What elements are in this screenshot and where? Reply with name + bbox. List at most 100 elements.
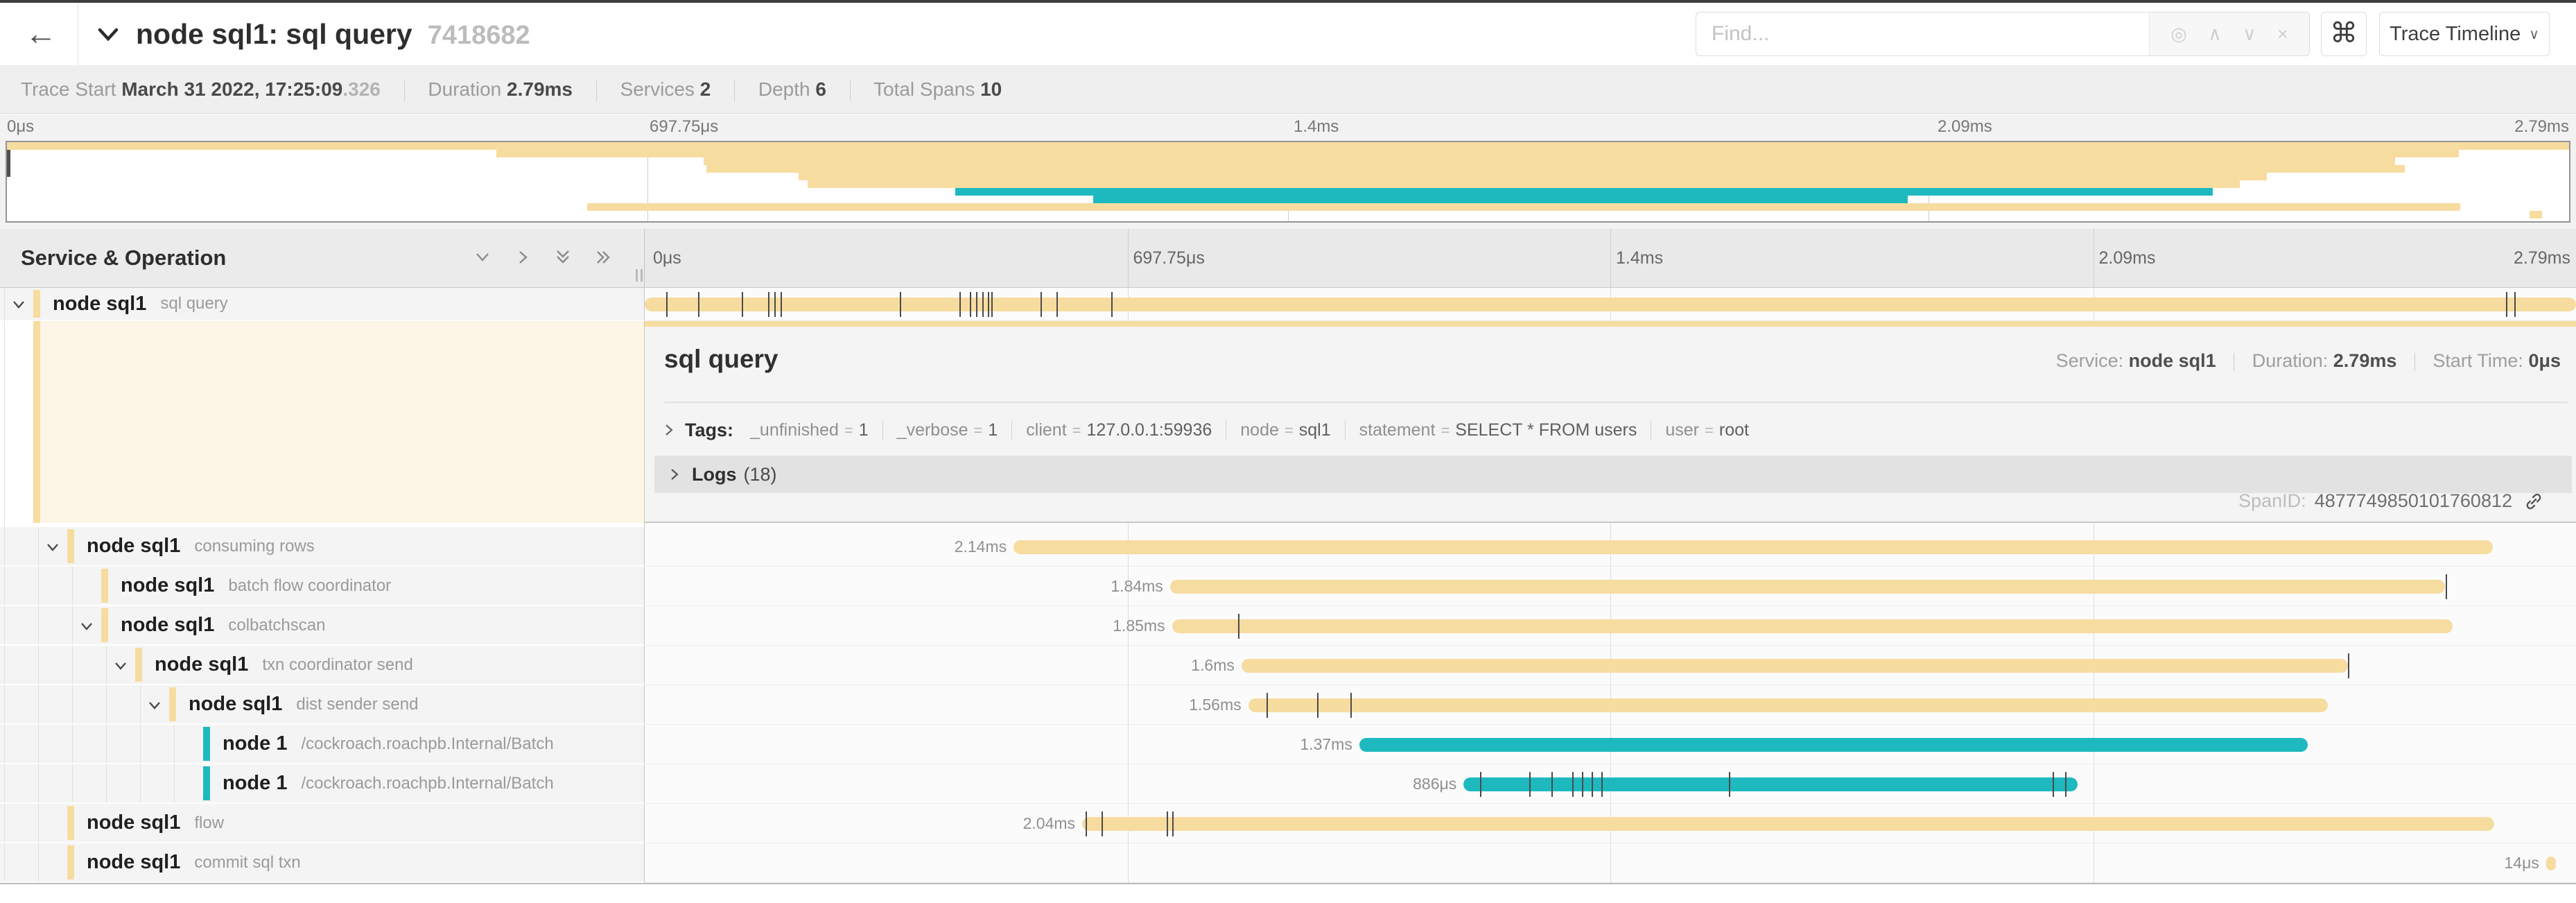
minimap-tick-label: 0μs [7, 117, 35, 136]
span-id-row: SpanID: 4877749850101760812 [2238, 490, 2544, 512]
span-name-cell[interactable]: node sql1 dist sender send [0, 685, 645, 725]
deep-link-icon[interactable] [2523, 491, 2544, 512]
span-bar[interactable] [1241, 658, 2349, 673]
span-row[interactable]: node sql1 flow 2.04ms [0, 804, 2576, 843]
span-bar-cell[interactable]: 1.84ms [645, 567, 2576, 606]
chevron-down-icon: ∨ [2529, 26, 2539, 42]
chevron-down-icon[interactable] [110, 655, 131, 676]
span-bar-cell[interactable]: 1.85ms [645, 606, 2576, 646]
span-bar[interactable] [1359, 737, 2308, 752]
span-name-cell[interactable]: node sql1 txn coordinator send [0, 646, 645, 685]
chevron-down-icon[interactable] [76, 616, 97, 637]
span-bar-cell[interactable]: 1.6ms [645, 646, 2576, 685]
locate-icon[interactable]: ◎ [2170, 23, 2187, 44]
span-row[interactable]: node sql1 batch flow coordinator 1.84ms [0, 567, 2576, 606]
span-row[interactable]: node sql1 consuming rows 2.14ms [0, 527, 2576, 567]
collapse-all-icon[interactable] [552, 247, 573, 268]
indent-guide [38, 685, 39, 723]
log-tick [2064, 771, 2066, 797]
span-row[interactable]: node sql1 txn coordinator send 1.6ms [0, 646, 2576, 685]
span-bar-cell[interactable]: 2.14ms [645, 527, 2576, 567]
back-button[interactable]: ← [25, 15, 57, 51]
collapse-trace-chevron-icon[interactable] [94, 21, 122, 49]
trace-view-selector[interactable]: Trace Timeline ∨ [2379, 12, 2550, 56]
span-bar[interactable] [2545, 856, 2556, 870]
log-tick [774, 292, 776, 317]
tag-separator [1344, 420, 1346, 440]
chevron-down-icon[interactable] [42, 537, 63, 558]
span-name-cell[interactable]: node sql1 commit sql txn [0, 843, 645, 883]
span-row[interactable]: node sql1 commit sql txn 14μs [0, 843, 2576, 883]
minimap-span-bar [587, 203, 2460, 211]
span-bar[interactable] [1172, 619, 2453, 633]
span-name-text: node sql1 txn coordinator send [155, 646, 413, 684]
tag-separator [882, 420, 883, 440]
span-row[interactable]: node sql1 colbatchscan 1.85ms [0, 606, 2576, 646]
span-bar[interactable] [1248, 698, 2328, 712]
span-detail-panel: sql query Service: node sql1 Duration: 2… [645, 321, 2576, 527]
find-prev-icon[interactable]: ∧ [2208, 23, 2222, 44]
services-value: 2 [699, 78, 711, 100]
span-name-cell[interactable]: node sql1 sql query [0, 288, 645, 321]
chevron-down-icon[interactable] [8, 294, 29, 315]
span-bar-cell[interactable]: 1.56ms [645, 685, 2576, 725]
span-name-cell[interactable]: node sql1 flow [0, 804, 645, 843]
span-bar-cell[interactable]: 14μs [645, 843, 2576, 883]
minimap-gridline [647, 142, 648, 221]
span-row[interactable]: node sql1 sql query [0, 288, 2576, 321]
span-name-cell[interactable]: node sql1 colbatchscan [0, 606, 645, 646]
logs-accordion[interactable]: Logs (18) [654, 456, 2572, 493]
span-color-bar [101, 569, 108, 603]
log-tick [2445, 574, 2447, 599]
indent-guide [4, 685, 5, 723]
span-bar[interactable] [1013, 540, 2494, 554]
span-name-cell[interactable]: node sql1 consuming rows [0, 527, 645, 567]
span-bar[interactable] [1169, 579, 2445, 594]
span-name-cell[interactable]: node 1/cockroach.roachpb.Internal/Batch [0, 764, 645, 804]
span-row[interactable]: node 1/cockroach.roachpb.Internal/Batch 1… [0, 725, 2576, 764]
service-name: node sql1 [87, 811, 181, 834]
log-tick [1102, 811, 1104, 836]
span-row[interactable]: node sql1 dist sender send 1.56ms [0, 685, 2576, 725]
span-name-text: node sql1 colbatchscan [121, 606, 325, 644]
span-bar-cell[interactable]: 886μs [645, 764, 2576, 804]
expand-one-icon[interactable] [512, 247, 533, 268]
find-clear-icon[interactable]: × [2277, 23, 2288, 44]
span-color-bar [67, 529, 74, 563]
indent-guide [72, 646, 73, 684]
span-detail-header: sql query Service: node sql1 Duration: 2… [645, 327, 2576, 388]
span-bar[interactable] [1463, 777, 2078, 791]
chevron-down-icon[interactable] [144, 695, 165, 716]
span-name-text: node sql1 sql query [53, 288, 228, 320]
operation-name: /cockroach.roachpb.Internal/Batch [301, 773, 554, 793]
log-tick [991, 292, 993, 317]
selected-span-highlight [40, 321, 644, 523]
span-duration-text: 2.14ms [954, 537, 1007, 556]
total-spans-label: Total Spans [873, 78, 975, 100]
indent-guide [72, 764, 73, 802]
span-color-bar [169, 687, 176, 721]
span-name-cell[interactable]: node 1/cockroach.roachpb.Internal/Batch [0, 725, 645, 764]
span-color-bar [33, 321, 40, 523]
log-tick [1238, 613, 1240, 639]
span-bar-cell[interactable] [645, 288, 2576, 321]
minimap-canvas[interactable] [6, 141, 2570, 223]
indent-guide [106, 725, 107, 763]
tags-accordion[interactable]: Tags: _unfinished = 1 _verbose = 1 client = 127.… [661, 414, 2568, 446]
span-row[interactable]: node 1/cockroach.roachpb.Internal/Batch 8… [0, 764, 2576, 804]
span-color-bar [67, 806, 74, 840]
find-input[interactable] [1696, 12, 2149, 55]
span-bar[interactable] [645, 298, 2576, 311]
span-duration-text: 2.04ms [1022, 814, 1076, 832]
expand-all-icon[interactable] [593, 247, 613, 268]
log-tick [959, 292, 961, 317]
span-bar-cell[interactable]: 1.37ms [645, 725, 2576, 764]
collapse-one-icon[interactable] [472, 247, 493, 268]
keyboard-shortcuts-button[interactable]: ⌘ [2321, 12, 2367, 56]
column-resizer-grip[interactable] [636, 269, 643, 282]
minimap-drag-handle[interactable] [7, 144, 10, 177]
span-name-cell[interactable]: node sql1 batch flow coordinator [0, 567, 645, 606]
span-bar[interactable] [1082, 816, 2494, 831]
span-bar-cell[interactable]: 2.04ms [645, 804, 2576, 843]
find-next-icon[interactable]: ∨ [2242, 23, 2256, 44]
